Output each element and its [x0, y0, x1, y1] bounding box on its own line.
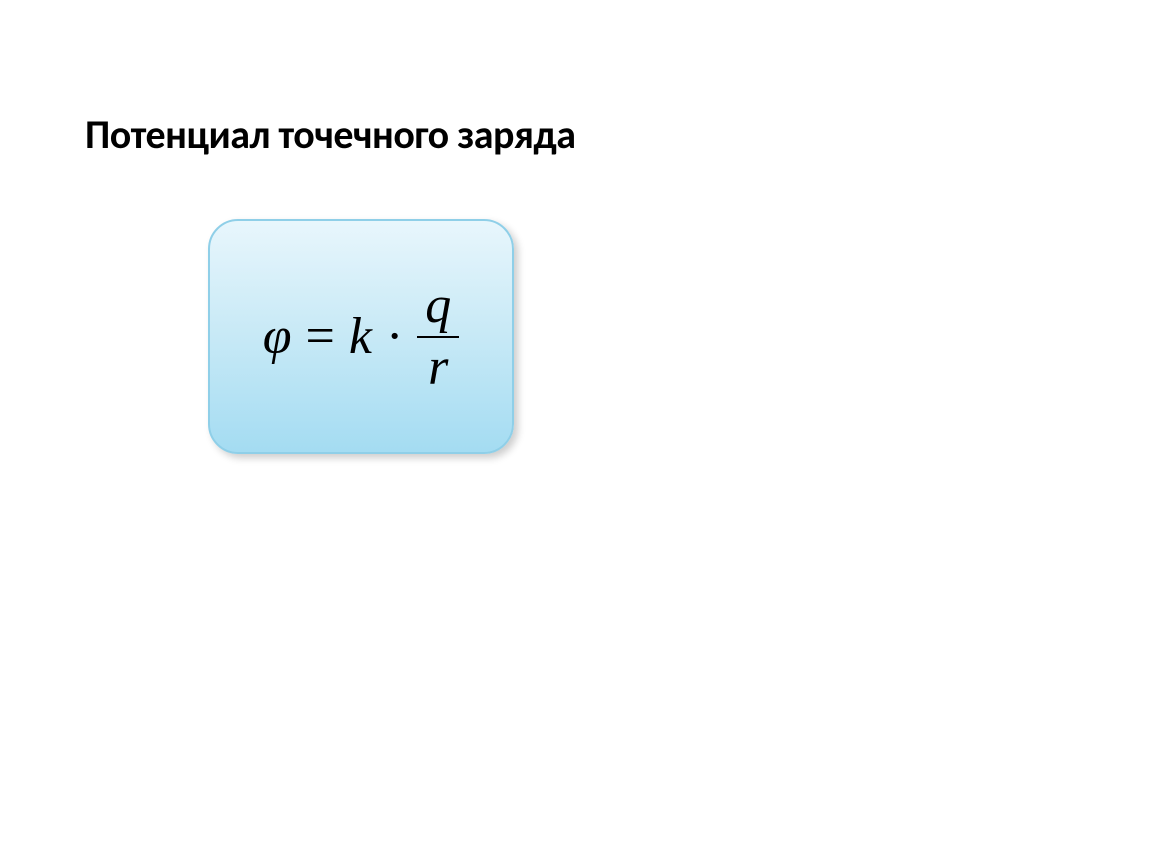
- numerator: q: [417, 280, 459, 336]
- formula-box: φ = k · q r: [208, 219, 514, 454]
- fraction: q r: [417, 280, 459, 394]
- symbol-k: k: [349, 307, 372, 366]
- symbol-dot: ·: [386, 307, 403, 366]
- symbol-phi: φ: [263, 307, 292, 366]
- symbol-equals: =: [306, 307, 335, 366]
- formula: φ = k · q r: [263, 280, 460, 394]
- slide-content: Потенциал точечного заряда φ = k · q r: [0, 0, 1150, 564]
- slide-title: Потенциал точечного заряда: [85, 110, 1065, 159]
- denominator: r: [420, 338, 456, 394]
